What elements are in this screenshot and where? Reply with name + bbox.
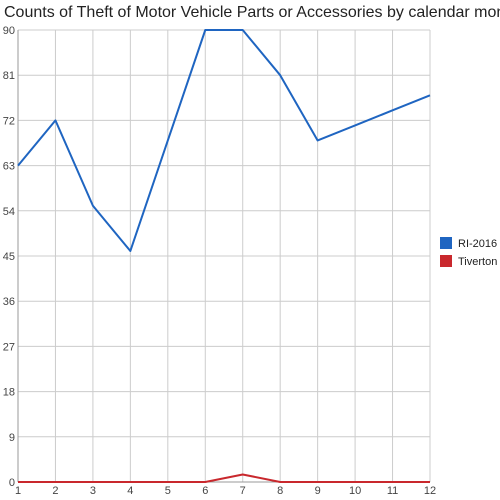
y-tick-label: 27	[3, 341, 15, 353]
y-tick-label: 18	[3, 387, 15, 399]
x-tick-label: 7	[240, 485, 246, 497]
x-tick-label: 9	[315, 485, 321, 497]
series-line-ri-2016	[17, 29, 431, 252]
x-tick-label: 3	[90, 485, 96, 497]
legend: RI-2016 Tiverton	[440, 237, 497, 268]
chart-title: Counts of Theft of Motor Vehicle Parts o…	[4, 4, 500, 21]
x-tick-label: 12	[424, 485, 436, 497]
y-tick-labels: 0 9 18 27 36 45 54 63 72 81 90	[3, 25, 15, 489]
legend-swatch-ri-2016	[440, 237, 452, 249]
y-tick-label: 72	[3, 115, 15, 127]
legend-label-ri-2016: RI-2016	[458, 238, 497, 250]
y-tick-label: 36	[3, 296, 15, 308]
x-tick-label: 6	[202, 485, 208, 497]
y-tick-label: 90	[3, 25, 15, 37]
series-lines	[17, 29, 431, 483]
y-tick-label: 54	[3, 206, 15, 218]
x-tick-label: 1	[15, 485, 21, 497]
x-tick-labels: 1 2 3 4 5 6 7 8 9 10 11 12	[15, 485, 436, 497]
y-tick-label: 45	[3, 251, 15, 263]
grid	[18, 29, 431, 482]
y-tick-label: 0	[9, 477, 15, 489]
x-tick-label: 4	[127, 485, 133, 497]
x-tick-label: 11	[387, 485, 398, 497]
x-tick-label: 5	[165, 485, 171, 497]
y-tick-label: 81	[3, 70, 15, 82]
series-line-tiverton	[18, 473, 430, 483]
x-tick-label: 10	[349, 485, 361, 497]
x-tick-label: 2	[52, 485, 58, 497]
legend-label-tiverton: Tiverton	[458, 256, 497, 268]
legend-swatch-tiverton	[440, 255, 452, 267]
y-tick-label: 9	[9, 432, 15, 444]
y-tick-label: 63	[3, 161, 15, 173]
x-tick-label: 8	[277, 485, 283, 497]
